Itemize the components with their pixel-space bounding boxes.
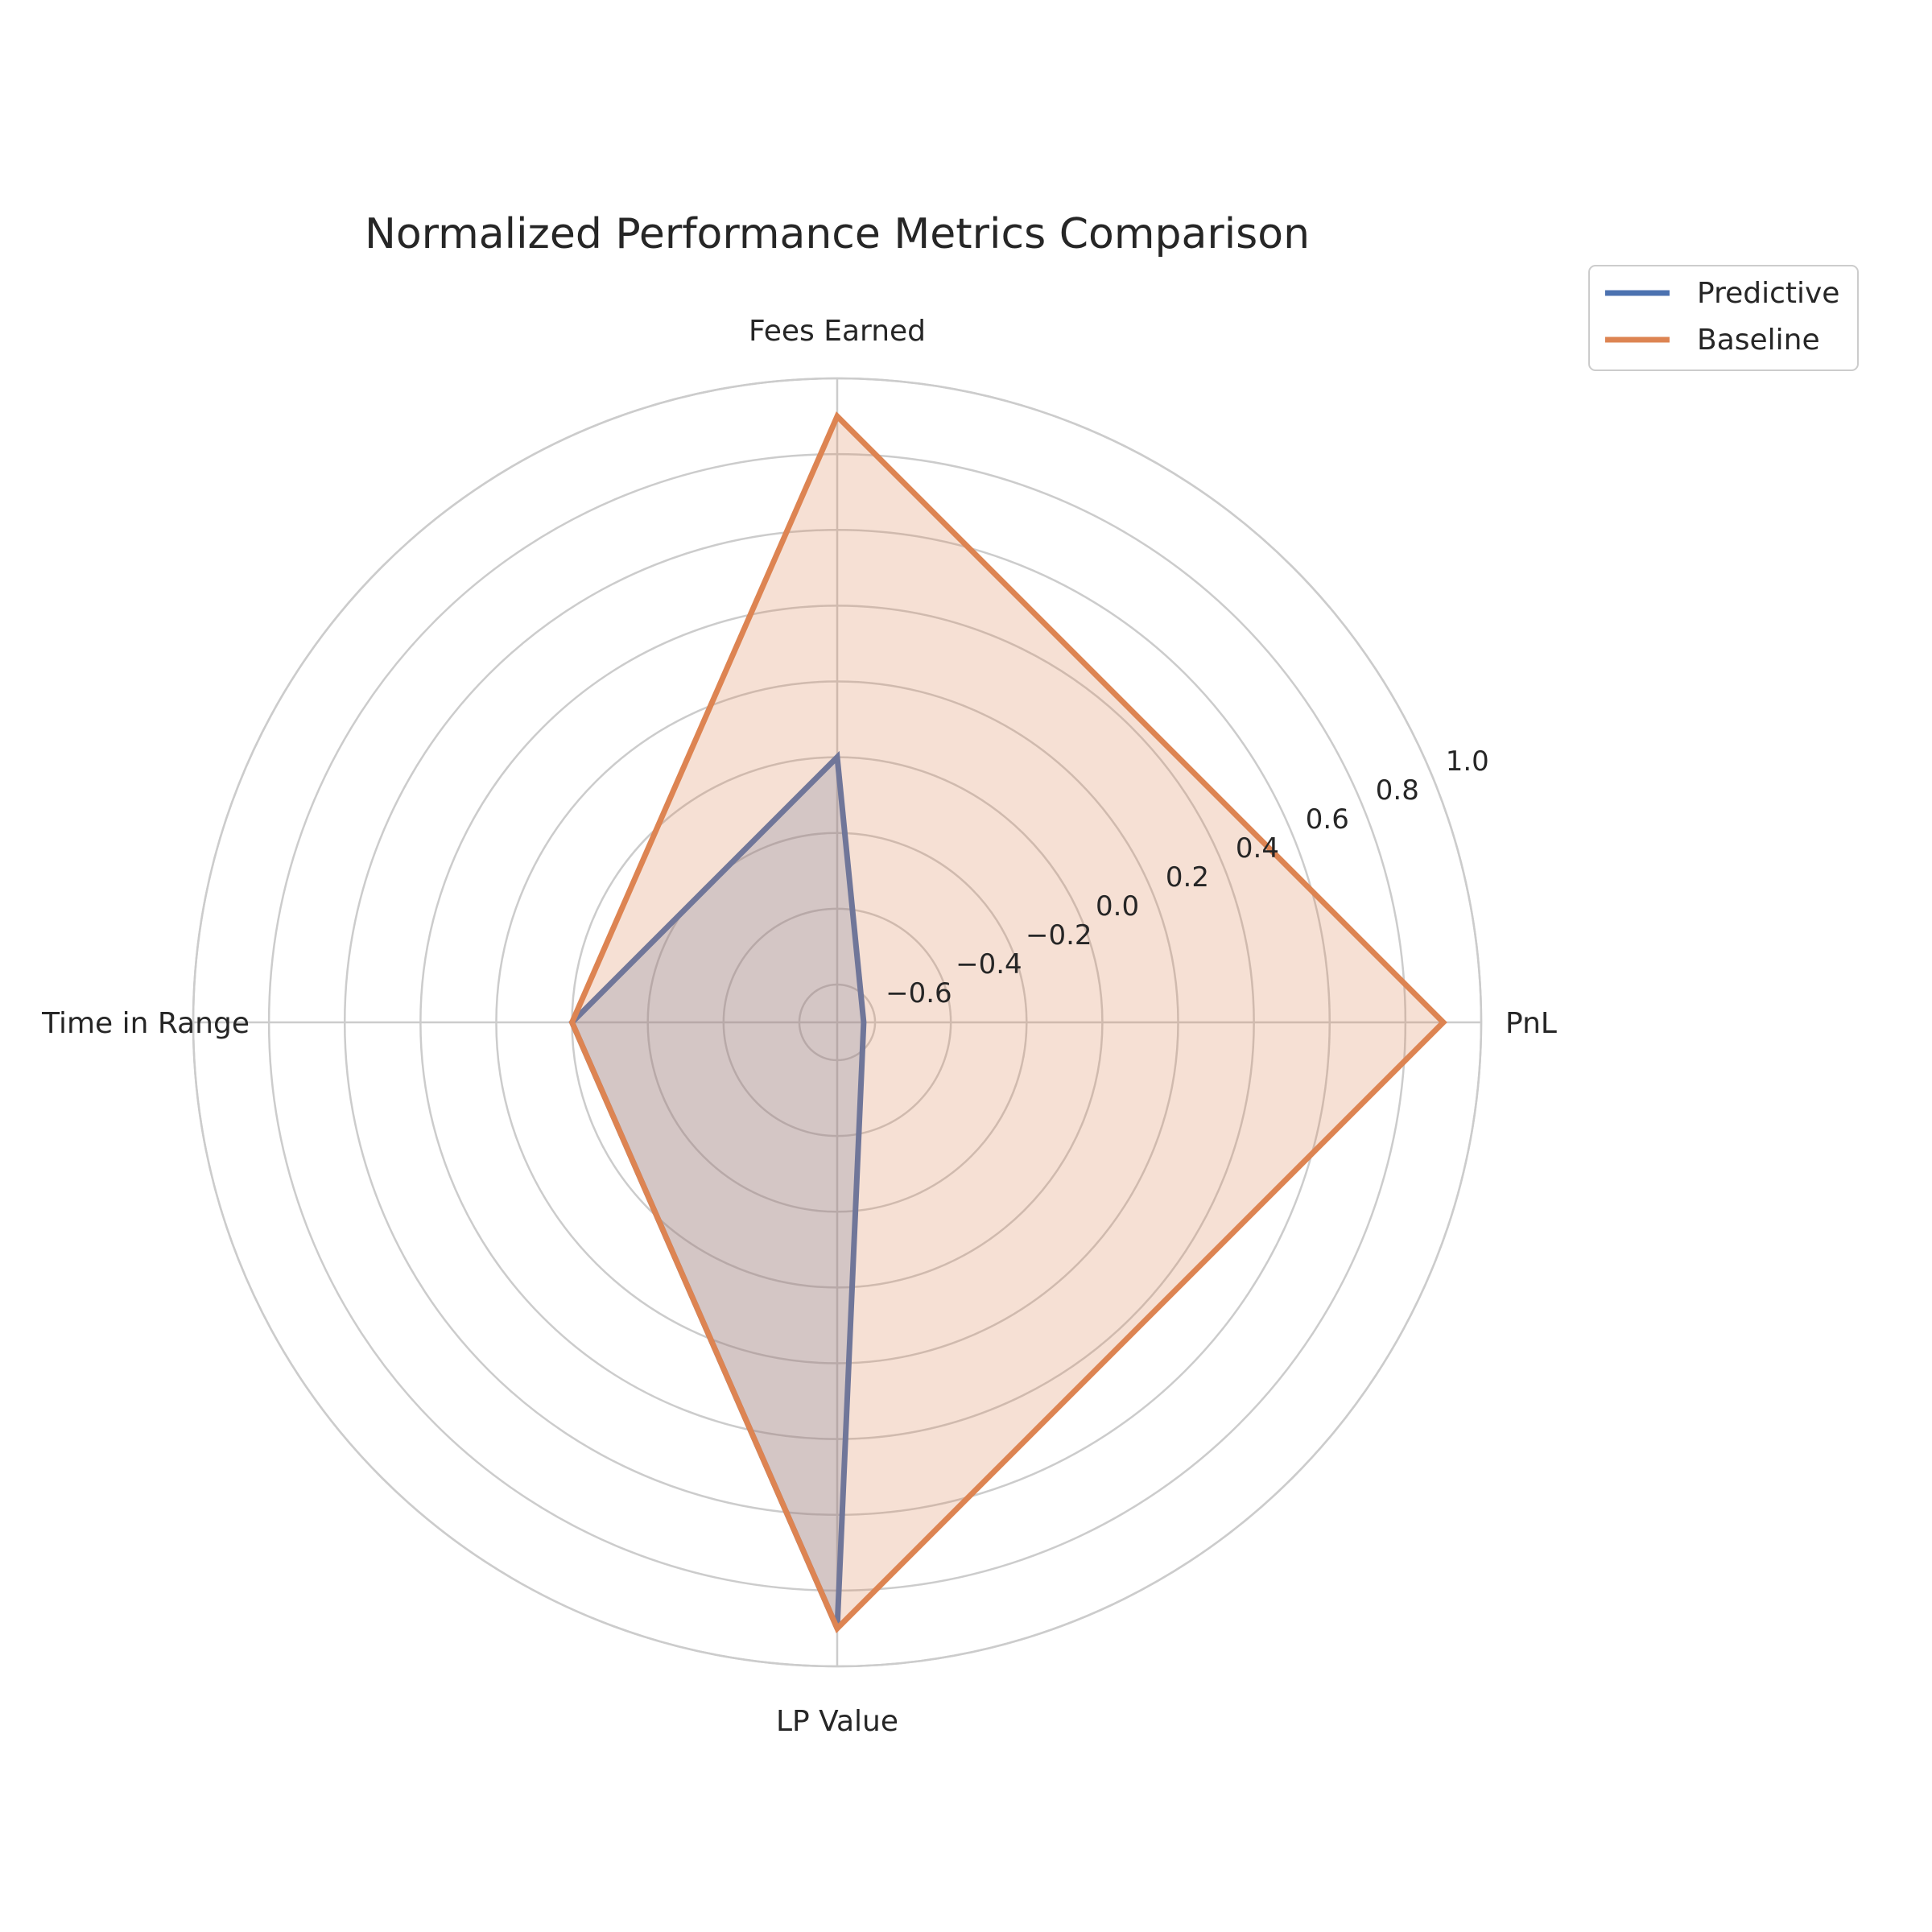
legend-label-predictive: Predictive [1697,277,1839,310]
r-tick-label: −0.2 [1026,919,1092,952]
series-line-baseline [568,411,1447,1634]
series-fill-baseline [572,416,1443,1629]
radar-tick-labels: −0.6−0.4−0.20.0 0.2 0.4 0.6 0.8 1.0 [886,745,1489,1009]
r-tick-label: 0.8 [1376,774,1419,807]
r-tick-label: 0.2 [1166,861,1209,894]
r-tick-label: −0.6 [886,977,952,1009]
legend-label-baseline: Baseline [1697,324,1820,357]
r-tick-label: 0.6 [1306,803,1349,836]
r-tick-label: 0.0 [1096,890,1139,923]
radar-axis-labels: PnL Fees Earned Time in Range LP Value [41,315,1557,1738]
axis-label-lp-value: LP Value [776,1705,898,1738]
r-tick-label: −0.4 [956,948,1022,980]
series-fill-predictive [572,757,864,1629]
r-tick-label: 0.4 [1236,832,1279,865]
radar-grid [192,377,1483,1668]
chart-title: Normalized Performance Metrics Compariso… [365,210,1310,258]
radar-series [568,411,1447,1634]
legend: Predictive Baseline [1588,265,1859,371]
axis-label-fees-earned: Fees Earned [749,315,926,348]
axis-label-pnl: PnL [1505,1007,1557,1040]
axis-label-time-in-range: Time in Range [41,1007,250,1040]
r-tick-label: 1.0 [1446,745,1489,778]
